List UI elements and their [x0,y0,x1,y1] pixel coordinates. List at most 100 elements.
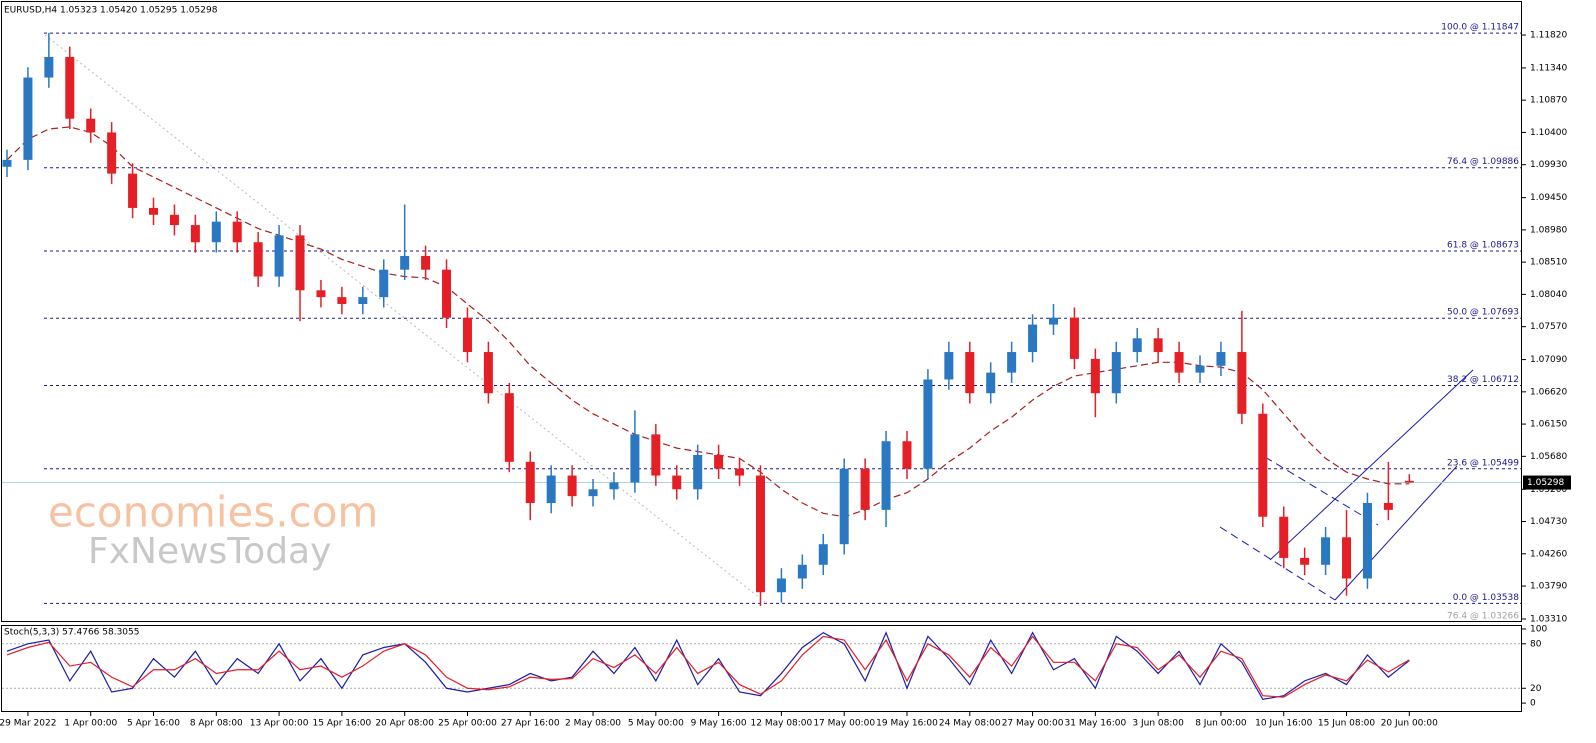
candle-body [65,56,75,119]
x-tick-label: 24 May 08:00 [939,719,1001,729]
candle-body [630,434,640,483]
candle-body [421,255,431,270]
candle-body [1362,503,1372,579]
candle-body [358,297,368,305]
chart-title: EURUSD,H4 1.05323 1.05420 1.05295 1.0529… [4,6,218,16]
y-tick-label: 1.10870 [1530,96,1567,106]
candle-body [1153,338,1163,353]
candle-body [1321,537,1331,565]
candle-body [986,372,996,394]
current-price-box [1523,475,1571,490]
x-tick-label: 29 Mar 2022 [0,719,56,729]
candle-body [44,56,54,78]
candle-body [797,564,807,579]
y-tick-label: 1.08510 [1530,258,1567,268]
candle-body [839,468,849,545]
candle-body [128,173,138,208]
candle-body [1007,352,1017,373]
candle-body [1069,317,1079,359]
candle-body [1216,352,1226,366]
fib-label: 76.4 @ 1.03266 [1447,612,1519,622]
fib-label: 76.4 @ 1.09886 [1447,157,1519,167]
x-tick-label: 12 May 08:00 [751,719,813,729]
candle-body [1174,352,1184,373]
candle-body [1342,537,1352,579]
y-tick-label: 1.05680 [1530,452,1567,462]
candle-body [776,578,786,593]
candle-body [860,468,870,510]
y-tick-label: 1.07090 [1530,355,1567,365]
x-tick-label: 27 Apr 16:00 [501,719,560,729]
y-tick-label: 1.10400 [1530,128,1567,138]
fib-label: 50.0 @ 1.07693 [1447,308,1519,318]
channel-line [1269,369,1474,561]
x-tick-label: 3 Jun 08:00 [1132,719,1184,729]
y-tick-label: 1.04260 [1530,549,1567,559]
y-tick-label: 1.09930 [1530,160,1567,170]
y-tick-label: 1.08980 [1530,225,1567,235]
candle-body [1111,352,1121,394]
candle-body [672,475,682,490]
candle-body [965,352,975,394]
x-tick-label: 5 Apr 16:00 [127,719,180,729]
candle-body [462,317,472,353]
x-tick-label: 15 Jun 08:00 [1318,719,1375,729]
y-tick-label: 1.07570 [1530,322,1567,332]
candle-body [1258,413,1268,517]
candle-body [1028,324,1038,353]
channel-line [1219,526,1336,601]
candle-body [881,441,891,510]
x-tick-label: 5 May 00:00 [628,719,684,729]
x-tick-label: 20 Jun 00:00 [1381,719,1438,729]
x-tick-label: 1 Apr 00:00 [64,719,117,729]
candle-body [442,269,452,318]
y-tick-label: 1.05200 [1530,485,1567,495]
candle-body [379,269,389,298]
candle-body [2,159,12,167]
x-tick-label: 15 Apr 16:00 [313,719,372,729]
candle-body [1300,557,1310,565]
stoch-line [6,631,1410,701]
candle-body [923,379,933,469]
stoch-frame [1,625,1522,712]
x-tick-label: 8 Jun 00:00 [1195,719,1247,729]
candle-body [944,352,954,380]
y-tick-label: 80 [1530,639,1542,649]
candle-body [1049,317,1058,325]
y-tick-label: 1.11340 [1530,63,1567,73]
candle-body [525,461,535,504]
x-tick-label: 20 Apr 08:00 [375,719,434,729]
candle-body [232,221,242,243]
candle-body [86,118,96,133]
candle-body [316,290,326,298]
candle-body [169,214,179,226]
candle-body [211,221,221,243]
y-tick-label: 20 [1530,684,1542,694]
candle-body [735,468,745,476]
candle-body [546,475,556,504]
candle-body [149,207,159,215]
x-tick-label: 17 May 00:00 [813,719,875,729]
y-tick-label: 1.04730 [1530,517,1567,527]
y-tick-label: 1.06150 [1530,420,1567,430]
candle-body [274,235,284,277]
y-tick-label: 1.03790 [1530,582,1567,592]
candle-body [693,454,703,490]
current-price-label: 1.05298 [1527,478,1564,488]
y-tick-label: 1.08040 [1530,290,1567,300]
y-tick-label: 0 [1530,699,1536,709]
x-tick-label: 8 Apr 08:00 [190,719,243,729]
y-tick-label: 1.09450 [1530,193,1567,203]
candle-body [609,482,619,490]
watermark: economies.com [48,488,378,537]
fib-label: 100.0 @ 1.11847 [1441,23,1519,33]
candle-body [714,454,724,469]
x-tick-label: 9 May 16:00 [691,719,747,729]
stoch-line [6,635,1410,698]
candle-body [902,441,912,469]
fib-label: 23.6 @ 1.05499 [1447,458,1519,468]
candle-body [1279,516,1289,558]
x-tick-label: 13 Apr 00:00 [250,719,309,729]
